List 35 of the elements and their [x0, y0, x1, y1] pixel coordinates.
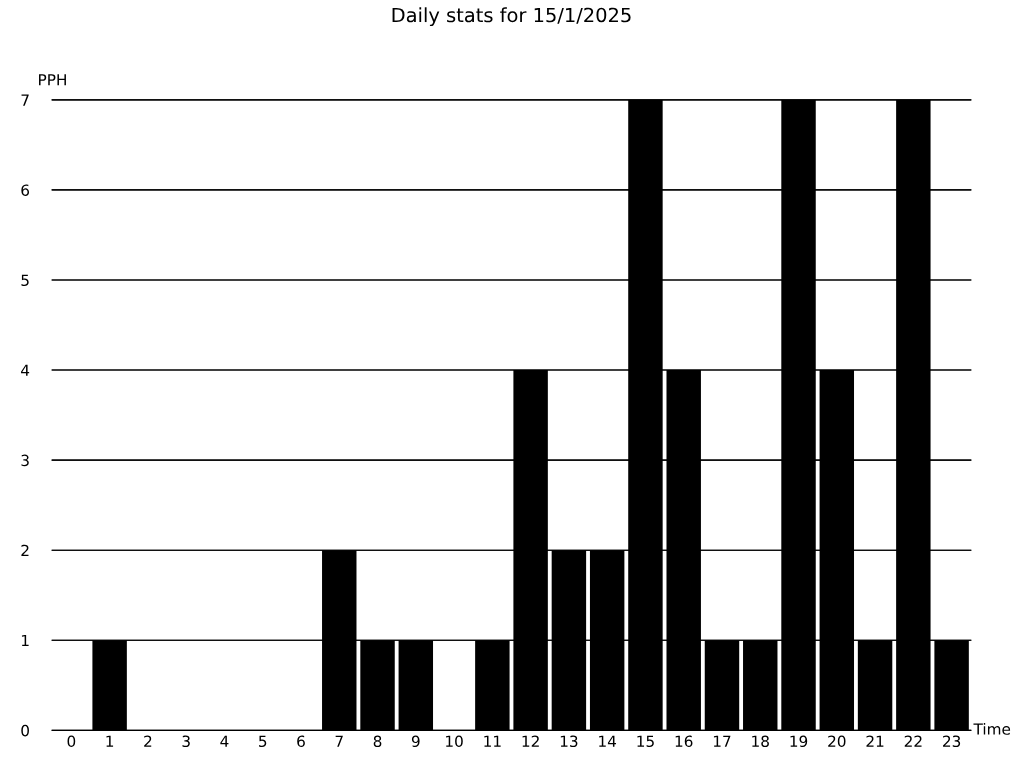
y-tick-label: 3: [21, 454, 29, 467]
x-tick-label: 0: [67, 735, 76, 748]
x-tick-label: 23: [943, 735, 961, 748]
x-tick-label: 20: [828, 735, 846, 748]
x-tick-label: 14: [599, 735, 617, 747]
x-tick-label: 19: [790, 735, 808, 748]
x-tick-label: 13: [560, 735, 578, 748]
y-tick-label: 5: [21, 274, 29, 287]
y-tick-label: 4: [21, 364, 30, 376]
x-tick-label: 21: [866, 735, 884, 747]
x-tick-label: 10: [446, 735, 463, 748]
x-tick-label: 6: [297, 735, 305, 748]
y-tick-label: 0: [21, 724, 29, 737]
x-tick-label: 8: [373, 735, 382, 748]
y-axis-title: PPH: [39, 74, 66, 86]
x-tick-label: 15: [637, 735, 654, 748]
x-axis-title: Time: [973, 722, 1011, 735]
x-tick-label: 7: [335, 735, 343, 747]
y-tick-label: 7: [21, 94, 29, 106]
x-tick-label: 22: [904, 735, 922, 747]
x-tick-label: 12: [522, 735, 539, 747]
x-tick-label: 18: [752, 735, 769, 748]
x-tick-label: 3: [182, 735, 190, 748]
x-tick-label: 9: [411, 735, 420, 748]
y-tick-label: 6: [21, 184, 30, 196]
x-tick-label: 2: [144, 735, 152, 747]
x-tick-label: 16: [675, 735, 693, 748]
x-tick-label: 11: [484, 735, 501, 747]
x-tick-label: 4: [220, 735, 229, 747]
x-tick-label: 17: [713, 735, 731, 747]
y-tick-label: 1: [21, 634, 29, 647]
y-tick-label: 2: [21, 544, 29, 557]
x-tick-label: 5: [259, 735, 267, 748]
chart-title: Daily stats for 15/1/2025: [392, 7, 631, 27]
x-tick-label: 1: [106, 735, 114, 747]
